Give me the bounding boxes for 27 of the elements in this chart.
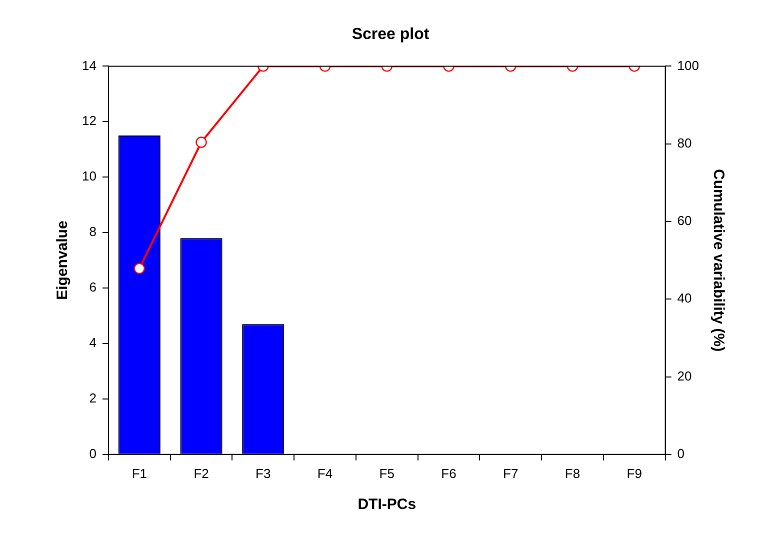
y-tick-label: 6: [89, 280, 96, 295]
y2-tick-label: 0: [677, 446, 685, 461]
y-tick-label: 4: [89, 335, 96, 350]
y2-tick-label: 100: [677, 58, 700, 73]
y2-tick-label: 20: [677, 368, 692, 384]
y-tick-label: 8: [89, 224, 96, 240]
y2-tick-label: 60: [677, 213, 692, 228]
y-tick-label: 0: [89, 446, 96, 461]
y-tick-label: 2: [89, 390, 96, 406]
y-tick-label: 14: [82, 58, 96, 73]
y-axis-title: Eigenvalue: [54, 220, 72, 300]
y2-tick-label: 40: [677, 290, 692, 306]
x-tick-label: F7: [503, 466, 518, 481]
x-tick-label: F4: [317, 466, 333, 481]
x-tick-label: F8: [564, 466, 580, 481]
x-tick-label: F9: [626, 466, 642, 481]
x-tick-label: F3: [256, 466, 271, 481]
x-tick-label: F6: [441, 466, 456, 481]
y2-axis-title: Cumulative variability (%): [710, 169, 727, 352]
x-tick-label: F1: [132, 466, 147, 481]
y2-tick-label: 80: [677, 135, 692, 150]
x-axis-title: DTI-PCs: [358, 496, 416, 514]
y-tick-label: 10: [82, 168, 96, 184]
y-tick-label: 12: [82, 113, 96, 128]
x-tick-label: F5: [379, 466, 394, 481]
x-tick-label: F2: [194, 466, 209, 481]
chart-title: Scree plot: [352, 26, 430, 44]
